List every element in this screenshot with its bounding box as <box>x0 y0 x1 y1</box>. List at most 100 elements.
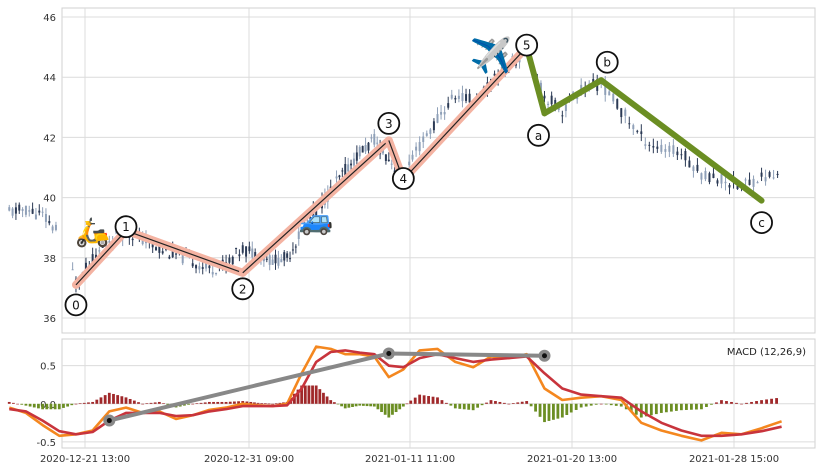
macd-histogram-bar <box>120 396 124 404</box>
candle-body <box>277 257 280 266</box>
macd-histogram-bar <box>300 385 304 404</box>
candle-body <box>728 185 731 188</box>
candle-body <box>760 172 763 177</box>
candle-body <box>672 145 675 154</box>
wave-label-a: a <box>535 129 542 143</box>
macd-histogram-bar <box>453 403 457 409</box>
candle-body <box>450 94 453 99</box>
candle-body <box>71 269 74 271</box>
candle-body <box>716 180 719 184</box>
macd-histogram-bar <box>498 401 502 404</box>
macd-histogram-bar <box>644 403 648 417</box>
macd-histogram-bar <box>354 403 358 407</box>
macd-histogram-bar <box>103 395 107 404</box>
macd-histogram-bar <box>380 403 383 413</box>
macd-histogram-bar <box>347 403 351 408</box>
candle-body <box>358 146 361 157</box>
candle-body <box>289 258 292 260</box>
macd-histogram-bar <box>413 397 417 404</box>
macd-histogram-bar <box>241 401 245 404</box>
macd-histogram-bar <box>82 402 86 404</box>
candle-body <box>165 248 168 250</box>
candle-body <box>268 255 271 265</box>
candle-body <box>648 144 651 146</box>
candle-body <box>18 204 21 211</box>
emoji-marker: 🛵 <box>75 216 110 249</box>
candle-body <box>752 178 755 187</box>
candle-body <box>241 245 244 253</box>
macd-histogram-bar <box>685 403 688 410</box>
candle-body <box>550 95 553 105</box>
candle-body <box>352 158 355 166</box>
candle-body <box>620 108 623 118</box>
macd-histogram-bar <box>74 403 78 405</box>
macd-histogram-bar <box>720 400 723 404</box>
candle-body <box>198 266 201 270</box>
macd-histogram-bar <box>91 401 95 404</box>
x-tick-label: 2020-12-21 13:00 <box>40 454 130 465</box>
macd-histogram-bar <box>629 403 633 413</box>
macd-histogram-bar <box>705 403 708 407</box>
wave-lines <box>71 43 765 289</box>
candle-body <box>676 151 679 156</box>
wave-label-4: 4 <box>400 172 408 186</box>
candle-body <box>350 163 353 166</box>
macd-histogram-bar <box>267 403 271 405</box>
x-tick-label: 2020-12-31 09:00 <box>204 454 294 465</box>
candle-body <box>764 177 767 182</box>
macd-histogram-bar <box>329 400 333 404</box>
macd-histogram-bar <box>664 403 668 413</box>
candle-body <box>265 258 268 260</box>
wave-label-3: 3 <box>385 117 393 131</box>
candle-body <box>291 249 294 251</box>
candle-body <box>592 78 595 84</box>
price-ytick-label: 44 <box>43 73 56 84</box>
macd-histogram-bar <box>256 402 260 404</box>
candle-body <box>367 142 370 151</box>
macd-histogram-bar <box>99 397 103 404</box>
macd-histogram-bar <box>107 392 111 404</box>
candle-body <box>104 241 107 246</box>
macd-histogram-bar <box>730 401 733 404</box>
candle-body <box>271 259 274 265</box>
x-tick-label: 2021-01-11 11:00 <box>365 454 455 465</box>
candle-body <box>300 227 303 229</box>
macd-trend-point-center <box>106 418 112 424</box>
macd-histogram-bar <box>237 401 240 404</box>
candle-body <box>604 83 607 95</box>
candle-body <box>283 252 286 261</box>
candle-body <box>215 272 218 275</box>
macd-histogram-bar <box>569 403 573 413</box>
correction-wave-segment <box>541 77 605 117</box>
candle-body <box>191 263 194 267</box>
macd-histogram-bar <box>162 403 165 404</box>
wave-label-b: b <box>603 56 611 70</box>
candle-body <box>355 152 358 161</box>
candle-body <box>254 252 257 261</box>
macd-histogram-bar <box>609 403 613 406</box>
candle-body <box>652 146 655 148</box>
candle-body <box>38 210 41 213</box>
macd-histogram-bar <box>547 403 551 421</box>
macd-histogram-bar <box>391 403 394 415</box>
candle-body <box>175 253 178 255</box>
macd-histogram-bar <box>351 403 354 407</box>
candle-body <box>776 173 779 176</box>
macd-histogram-bar <box>449 403 453 406</box>
macd-histogram-bar <box>318 389 322 404</box>
macd-histogram-bar <box>153 402 157 404</box>
macd-histogram-bar <box>589 403 593 406</box>
candle-body <box>640 131 643 135</box>
macd-histogram-bar <box>245 401 249 404</box>
macd-histogram-bar <box>485 402 488 404</box>
macd-histogram-bar <box>207 401 211 404</box>
macd-histogram-bar <box>325 396 329 404</box>
candle-body <box>425 133 428 136</box>
wave-label-circle-5 <box>515 33 539 57</box>
candle-body <box>14 207 17 214</box>
macd-histogram-bar <box>157 401 161 404</box>
macd-ytick-label: -0.5 <box>36 438 56 449</box>
macd-histogram-bar <box>775 398 778 404</box>
candle-body <box>543 95 546 99</box>
